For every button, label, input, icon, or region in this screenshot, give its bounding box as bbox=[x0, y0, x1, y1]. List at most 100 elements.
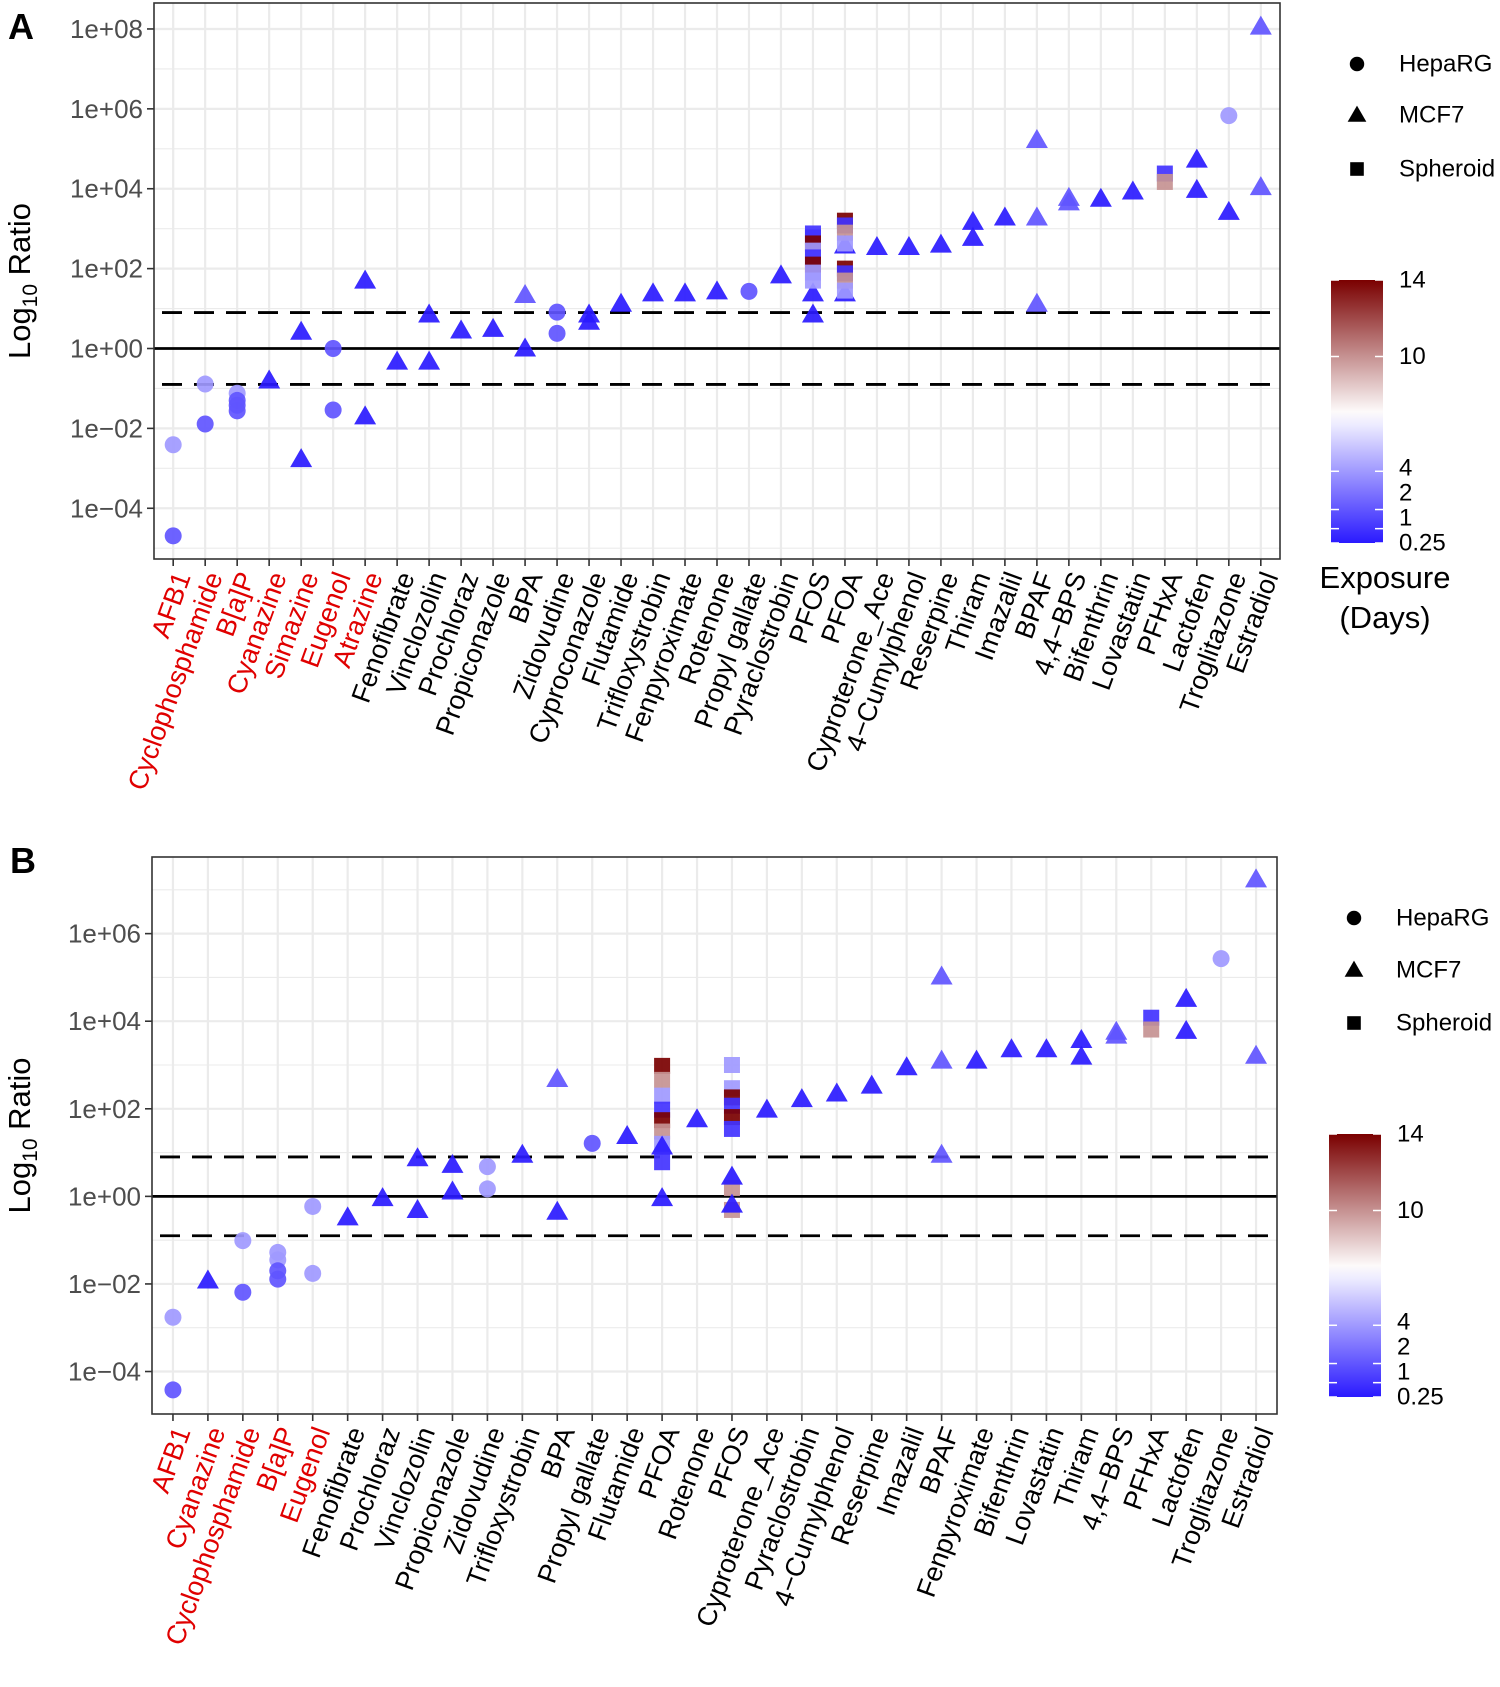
data-point-mcf7 bbox=[1175, 987, 1198, 1007]
data-point-mcf7 bbox=[258, 369, 281, 389]
data-point-heparg bbox=[324, 401, 342, 419]
data-point-mcf7 bbox=[406, 1198, 429, 1218]
data-point-mcf7 bbox=[706, 280, 728, 300]
y-axis-title-rest: Ratio bbox=[2, 203, 37, 284]
data-point-mcf7 bbox=[354, 405, 377, 425]
y-tick-label: 1e+00 bbox=[68, 1181, 141, 1211]
data-point-mcf7 bbox=[720, 1165, 743, 1185]
legend-circle-icon bbox=[1346, 910, 1362, 926]
data-point-spheroid bbox=[654, 1071, 671, 1088]
y-axis-title-main: Log bbox=[2, 1162, 37, 1214]
data-point-mcf7 bbox=[1245, 1044, 1268, 1064]
data-point-heparg bbox=[304, 1264, 322, 1282]
y-axis-title-subscript: 10 bbox=[19, 284, 42, 307]
colorbar-tick-label: 2 bbox=[1399, 480, 1412, 507]
data-point-mcf7 bbox=[1000, 1038, 1023, 1058]
data-point-heparg bbox=[164, 436, 182, 454]
colorbar-tick-label: 14 bbox=[1399, 267, 1426, 294]
data-point-mcf7 bbox=[514, 337, 537, 357]
data-point-mcf7 bbox=[965, 1049, 988, 1069]
data-point-mcf7 bbox=[1245, 868, 1268, 888]
data-point-mcf7 bbox=[371, 1187, 394, 1207]
data-point-mcf7 bbox=[1035, 1038, 1058, 1058]
data-point-mcf7 bbox=[651, 1135, 674, 1155]
colorbar-tick-label: 10 bbox=[1399, 343, 1426, 370]
data-point-mcf7 bbox=[1089, 187, 1112, 207]
data-point-mcf7 bbox=[418, 303, 441, 323]
data-point-mcf7 bbox=[801, 303, 824, 323]
legend-triangle-icon bbox=[1344, 960, 1364, 977]
legend-label: MCF7 bbox=[1399, 102, 1464, 129]
y-tick-label: 1e+04 bbox=[70, 174, 143, 204]
data-point-spheroid bbox=[723, 1056, 740, 1073]
data-point-mcf7 bbox=[860, 1074, 883, 1094]
data-point-mcf7 bbox=[511, 1143, 534, 1163]
data-point-mcf7 bbox=[290, 320, 313, 340]
data-point-mcf7 bbox=[1175, 1019, 1198, 1039]
data-point-mcf7 bbox=[651, 1187, 674, 1207]
legend-label: Spheroid bbox=[1399, 156, 1495, 183]
data-point-mcf7 bbox=[290, 448, 313, 468]
colorbar-tick-label: 4 bbox=[1397, 1309, 1410, 1336]
colorbar-tick-label: 1 bbox=[1397, 1359, 1410, 1386]
plot-background bbox=[152, 857, 1277, 1414]
colorbar-tick-label: 1 bbox=[1399, 505, 1412, 532]
data-point-heparg bbox=[478, 1158, 496, 1176]
data-point-mcf7 bbox=[930, 1049, 953, 1069]
y-axis-title-subscript: 10 bbox=[19, 1138, 42, 1161]
data-point-heparg bbox=[164, 1381, 182, 1399]
colorbar-tick-label: 0.25 bbox=[1399, 530, 1446, 557]
colorbar bbox=[1329, 1134, 1381, 1397]
legend-triangle-icon bbox=[1347, 105, 1367, 122]
y-axis-title: Log10 Ratio bbox=[2, 1057, 42, 1213]
colorbar-tick-label: 2 bbox=[1397, 1334, 1410, 1361]
colorbar bbox=[1331, 280, 1383, 543]
data-point-mcf7 bbox=[1025, 129, 1048, 149]
y-tick-label: 1e+02 bbox=[68, 1094, 141, 1124]
data-point-mcf7 bbox=[450, 319, 473, 339]
data-point-spheroid bbox=[836, 235, 853, 252]
data-point-mcf7 bbox=[514, 283, 537, 303]
data-point-mcf7 bbox=[930, 965, 953, 985]
data-point-mcf7 bbox=[546, 1068, 569, 1088]
panel-b: 1e+061e+041e+021e+001e−021e−04AFB1Cyanaz… bbox=[2, 840, 1492, 1649]
data-point-mcf7 bbox=[801, 282, 824, 302]
data-point-spheroid bbox=[1156, 173, 1173, 190]
data-point-mcf7 bbox=[993, 206, 1016, 226]
data-point-mcf7 bbox=[1121, 180, 1144, 200]
data-point-mcf7 bbox=[546, 1200, 569, 1220]
data-point-spheroid bbox=[836, 282, 853, 299]
data-point-mcf7 bbox=[755, 1098, 778, 1118]
y-tick-label: 1e−04 bbox=[68, 1357, 141, 1387]
data-point-mcf7 bbox=[930, 1143, 953, 1163]
data-point-mcf7 bbox=[825, 1082, 848, 1102]
plot-border bbox=[151, 856, 1278, 1415]
data-point-heparg bbox=[234, 1232, 252, 1250]
data-point-heparg bbox=[740, 282, 758, 300]
data-point-mcf7 bbox=[578, 310, 601, 330]
y-tick-label: 1e+02 bbox=[70, 254, 143, 284]
y-axis-title-rest: Ratio bbox=[2, 1057, 37, 1138]
legend-square-icon bbox=[1347, 1016, 1361, 1030]
y-tick-label: 1e+00 bbox=[70, 334, 143, 364]
data-point-mcf7 bbox=[1185, 178, 1208, 198]
y-tick-label: 1e+04 bbox=[68, 1006, 141, 1036]
data-point-mcf7 bbox=[386, 350, 409, 370]
data-point-mcf7 bbox=[354, 269, 377, 289]
colorbar-tick-label: 4 bbox=[1399, 455, 1412, 482]
y-tick-label: 1e−04 bbox=[70, 493, 143, 523]
data-point-mcf7 bbox=[441, 1180, 464, 1200]
data-point-mcf7 bbox=[1249, 15, 1272, 35]
data-point-mcf7 bbox=[1057, 191, 1080, 211]
colorbar-tick-label: 0.25 bbox=[1397, 1384, 1444, 1411]
data-point-mcf7 bbox=[336, 1206, 359, 1226]
data-point-mcf7 bbox=[610, 292, 633, 312]
y-tick-label: 1e−02 bbox=[70, 413, 143, 443]
data-point-mcf7 bbox=[1070, 1029, 1093, 1049]
data-point-heparg bbox=[548, 324, 566, 342]
panel-letter: A bbox=[8, 6, 34, 47]
data-point-heparg bbox=[478, 1180, 496, 1198]
data-point-heparg bbox=[164, 1308, 182, 1326]
panel-a: 1e+081e+061e+041e+021e+001e−021e−04AFB1C… bbox=[2, 2, 1495, 794]
data-point-heparg bbox=[304, 1197, 322, 1215]
